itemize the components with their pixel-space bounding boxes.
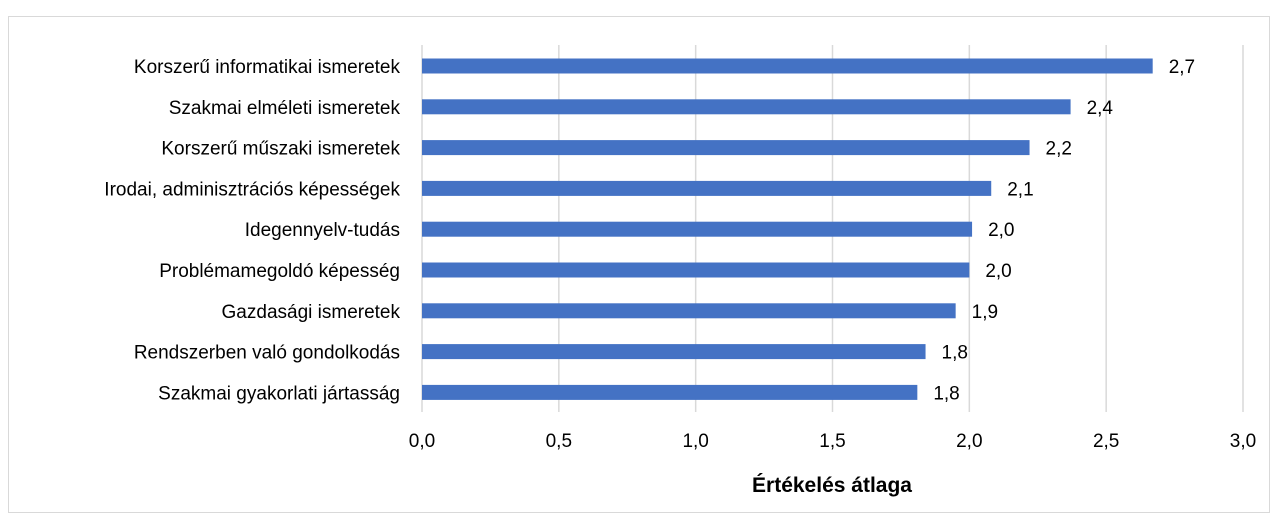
bar <box>422 99 1071 115</box>
x-tick-label: 2,0 <box>956 431 982 452</box>
data-label: 1,8 <box>942 343 968 364</box>
category-labels: Korszerű informatikai ismeretek Szakmai e… <box>104 57 400 404</box>
bar <box>422 58 1153 74</box>
data-label: 2,2 <box>1046 139 1072 160</box>
data-label: 2,4 <box>1087 98 1114 119</box>
bar <box>422 303 956 319</box>
bar <box>422 140 1030 156</box>
bar <box>422 344 926 360</box>
bar <box>422 262 970 278</box>
x-tick-label: 3,0 <box>1230 431 1256 452</box>
data-label: 1,9 <box>972 302 998 323</box>
bars <box>422 58 1153 400</box>
bar <box>422 221 973 237</box>
x-tick-labels: 0,0 0,5 1,0 1,5 2,0 2,5 3,0 <box>409 431 1256 452</box>
x-tick-label: 0,0 <box>409 431 435 452</box>
bar <box>422 180 992 196</box>
x-tick-label: 1,0 <box>682 431 708 452</box>
data-labels: 2,72,42,22,12,02,01,91,81,8 <box>933 57 1195 404</box>
x-tick-label: 2,5 <box>1093 431 1119 452</box>
category-label: Szakmai gyakorlati jártasság <box>158 383 400 404</box>
data-label: 2,0 <box>988 220 1014 241</box>
category-label: Rendszerben való gondolkodás <box>134 343 400 364</box>
category-label: Szakmai elméleti ismeretek <box>169 98 401 119</box>
data-label: 1,8 <box>933 383 959 404</box>
data-label: 2,1 <box>1007 179 1033 200</box>
category-label: Problémamegoldó képesség <box>159 261 400 282</box>
category-label: Idegennyelv-tudás <box>245 220 400 241</box>
bar <box>422 384 918 400</box>
data-label: 2,0 <box>985 261 1011 282</box>
x-axis-title: Értékelés átlaga <box>752 474 912 497</box>
category-label: Korszerű műszaki ismeretek <box>161 139 400 160</box>
x-tick-label: 1,5 <box>819 431 845 452</box>
category-label: Irodai, adminisztrációs képességek <box>104 179 400 200</box>
category-label: Gazdasági ismeretek <box>222 302 401 323</box>
category-label: Korszerű informatikai ismeretek <box>134 57 401 78</box>
data-label: 2,7 <box>1169 57 1195 78</box>
x-tick-label: 0,5 <box>546 431 572 452</box>
